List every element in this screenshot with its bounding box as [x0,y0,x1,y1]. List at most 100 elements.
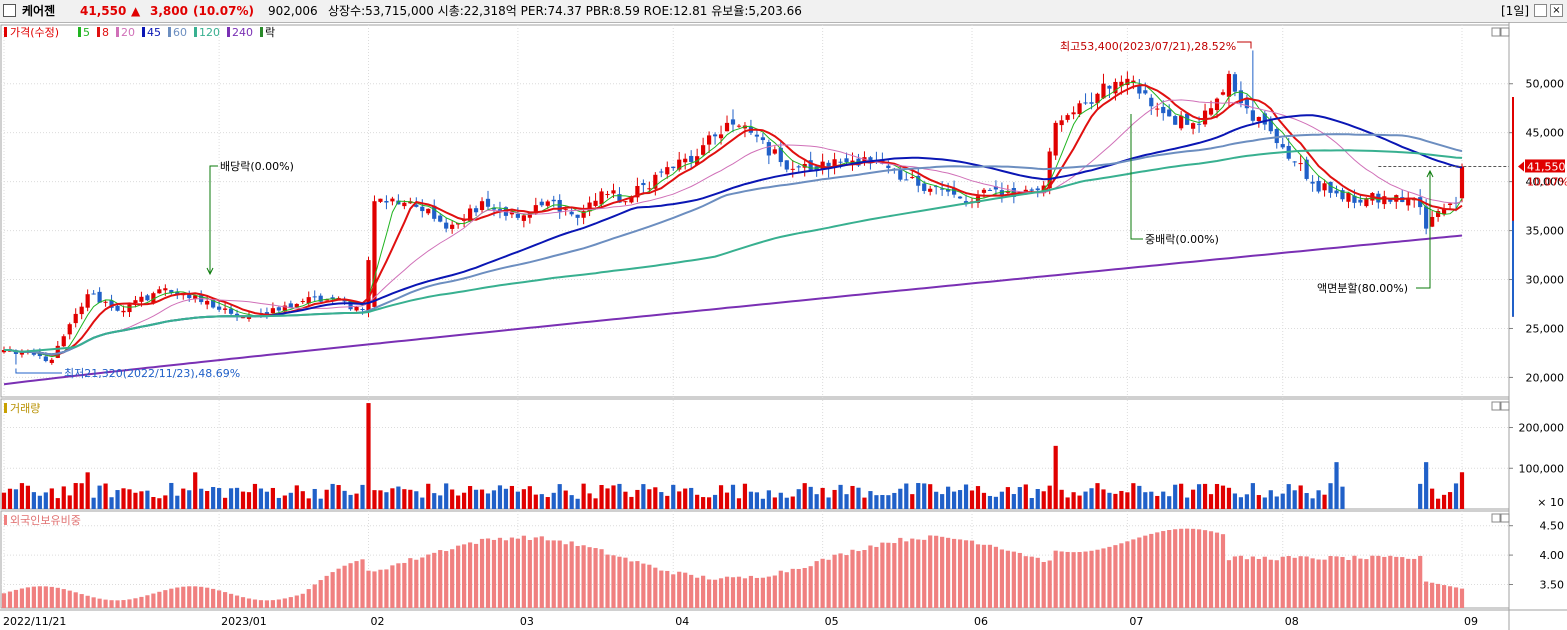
volume-bar [808,486,813,509]
legend-ma-label: 20 [121,26,135,39]
candle-body [1424,206,1429,229]
volume-bar [13,489,19,509]
volume-bar [1047,485,1052,509]
candle-body [1113,81,1118,94]
candle-body [1077,103,1082,115]
candle-body [940,188,945,190]
candle-body [754,134,760,137]
window-restore-icon[interactable] [1534,4,1547,17]
foreign-ratio-bar [557,540,562,608]
volume-bar [109,497,114,509]
volume-bar [485,493,491,509]
foreign-ratio-bar [1113,545,1118,608]
candle-body [1125,78,1130,86]
candle-body [521,215,526,221]
candle-body [569,211,574,215]
panel-minimize-icon [1491,401,1501,411]
volume-bar [318,498,323,509]
stock-header-bar: 케어젠 41,550 ▲ 3,800 (10.07%) 902,006 상장수:… [0,0,1567,23]
candle-body [1447,203,1453,205]
foreign-ratio-bar [1173,529,1178,608]
volume-bar [826,497,831,509]
volume-bar [748,491,754,509]
candle-body [1089,102,1094,104]
foreign-ratio-bar [605,554,610,608]
foreign-ratio-bar [13,589,19,608]
candle-body [1071,112,1076,115]
foreign-ratio-bar [551,540,556,608]
foreign-ratio-bar [623,557,628,608]
candle-body [300,301,305,303]
window-checkbox[interactable] [3,4,16,17]
candle-body [1310,181,1315,184]
ma-5-line [4,81,1463,358]
volume-bar [479,489,485,509]
candle-body [772,149,777,154]
foreign-ratio-bar [163,590,168,608]
candle-body [587,202,592,212]
foreign-ratio-bar [1441,585,1447,608]
foreign-ratio-bar [294,595,299,608]
foreign-ratio-bar [975,544,981,608]
legend-foreign-label: 외국인보유비중 [10,514,81,527]
volume-bar [1418,483,1423,509]
volume-bar [963,484,969,509]
volume-bar [611,485,616,509]
candle-body [1155,108,1160,110]
panel-close-icon [1500,401,1510,411]
candle-body [910,177,915,179]
volume-bar [1083,491,1088,509]
candle-body [1161,106,1166,114]
volume-bar [1125,492,1130,509]
period-selector[interactable]: [1일] [1501,4,1530,18]
volume-bar [736,498,742,509]
candle-body [163,288,168,291]
candle-body [993,186,999,190]
foreign-ratio-bar [49,586,54,608]
volume-bar [533,494,538,509]
volume-bar [993,496,999,509]
candle-body [981,189,987,193]
foreign-ratio-bar [270,600,275,608]
foreign-ratio-bar [485,538,491,608]
volume-bar [617,483,622,509]
volume-bar [1095,483,1100,509]
foreign-ratio-bar [1214,532,1220,608]
volume-bar [456,495,461,509]
foreign-ratio-bar [43,586,48,608]
foreign-ratio-bar [372,571,377,608]
candle-body [957,196,963,199]
annotation-split: 액면분할(80.00%) [1317,282,1408,295]
volume-bar [497,485,503,509]
volume-bar [1161,491,1166,509]
volume-bar [868,491,873,509]
volume-bar [473,489,479,509]
volume-bar [1244,494,1249,509]
x-tick-label: 03 [520,615,534,628]
volume-bar [1131,483,1136,509]
candle-body [832,159,837,168]
foreign-ratio-bar [963,540,969,608]
volume-bar [228,488,234,509]
foreign-ratio-bar [862,550,867,608]
panel-minimize-icon [1491,27,1501,37]
volume-bar [467,486,473,509]
candle-body [975,196,981,204]
foreign-ratio-bar [1298,556,1303,608]
candle-body [946,189,951,192]
foreign-ratio-bar [336,568,341,608]
foreign-ratio-bar [318,580,323,608]
volume-bar [378,490,383,509]
volume-bar [724,492,730,509]
foreign-ratio-bar [706,579,712,608]
foreign-ratio-bar [653,567,658,608]
candle-body [348,300,353,310]
ma-240-line [3,234,1463,386]
candle-body [1340,190,1345,200]
y-tick-label: 45,000 [1526,127,1565,140]
foreign-ratio-bar [109,600,114,608]
candle-body [784,160,789,170]
volume-bar [563,490,568,509]
foreign-ratio-bar [993,546,999,608]
window-close-icon[interactable]: × [1550,4,1563,17]
